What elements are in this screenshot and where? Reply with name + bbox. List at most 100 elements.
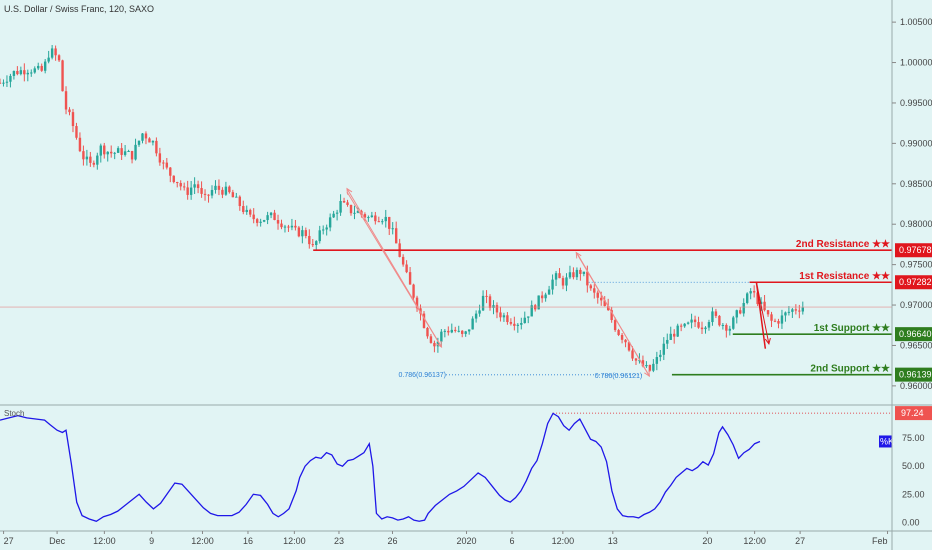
candle-body <box>509 322 513 324</box>
candle-body <box>155 140 158 154</box>
candle-body <box>711 311 714 323</box>
candle-body <box>697 322 700 328</box>
candle-body <box>99 145 102 156</box>
projection-arrow-head <box>755 282 770 344</box>
candle-body <box>659 354 662 358</box>
candle-body <box>551 279 554 290</box>
candle-body <box>454 329 457 331</box>
fib-measure-arrow-head <box>575 251 582 259</box>
candle-body <box>773 320 777 322</box>
candle-body <box>662 343 665 355</box>
candle-body <box>346 202 349 205</box>
chart-title: U.S. Dollar / Swiss Franc, 120, SAXO <box>4 4 155 14</box>
level-label: 2nd Resistance ★★ <box>796 239 890 250</box>
candle-body <box>766 310 770 315</box>
y-tick-label: 0.98000 <box>900 219 932 229</box>
candle-body <box>537 295 540 310</box>
stoch-label: Stoch <box>4 409 25 418</box>
candle-body <box>492 305 495 308</box>
candle-body <box>408 272 412 285</box>
candle-body <box>655 357 659 364</box>
candle-body <box>728 328 732 331</box>
candle-body <box>388 216 391 229</box>
candle-body <box>315 241 318 246</box>
candle-body <box>186 187 189 195</box>
candle-body <box>530 305 533 317</box>
candle-body <box>137 140 141 145</box>
candle-body <box>704 327 707 330</box>
candle-body <box>683 323 686 327</box>
candle-body <box>82 151 85 160</box>
candle-body <box>478 310 481 314</box>
candle-body <box>377 221 381 223</box>
candle-body <box>735 310 738 318</box>
candle-body <box>280 223 283 228</box>
candle-body <box>308 236 311 245</box>
candle-body <box>471 318 474 330</box>
candle-body <box>586 271 589 286</box>
y-tick-label: 1.00500 <box>900 17 932 27</box>
candle-body <box>242 206 245 213</box>
candle-body <box>235 196 238 198</box>
candle-body <box>561 278 565 286</box>
fib-measure-arrow-head <box>346 187 353 195</box>
candle-body <box>221 189 224 195</box>
candle-body <box>61 60 64 92</box>
candle-body <box>725 324 728 331</box>
candle-body <box>165 162 169 168</box>
candle-body <box>749 291 752 294</box>
candle-body <box>193 184 196 188</box>
candle-body <box>780 315 784 324</box>
candle-body <box>593 288 596 293</box>
candle-body <box>374 215 377 222</box>
candle-body <box>367 217 370 219</box>
candle-body <box>787 311 791 313</box>
candle-body <box>89 156 92 163</box>
candle-body <box>262 220 266 222</box>
candle-body <box>474 313 478 319</box>
candle-body <box>5 81 9 83</box>
candle-body <box>742 302 745 314</box>
level-tag-bg <box>895 243 932 258</box>
candle-body <box>523 317 526 324</box>
candle-body <box>158 153 162 163</box>
candle-body <box>718 315 721 326</box>
y-tick-label: 0.96500 <box>900 340 932 350</box>
candle-body <box>2 82 5 84</box>
candle-body <box>565 277 568 286</box>
candle-body <box>26 72 30 75</box>
candle-body <box>763 301 766 311</box>
candle-body <box>141 133 144 141</box>
candle-body <box>273 212 276 221</box>
candle-body <box>485 295 488 297</box>
stoch-y-tick: 50.00 <box>902 461 925 471</box>
candle-body <box>16 70 19 75</box>
y-tick-label: 0.97000 <box>900 300 932 310</box>
candle-body <box>311 244 314 246</box>
candle-body <box>130 150 134 160</box>
candle-body <box>47 57 50 62</box>
candle-body <box>127 150 130 152</box>
candle-body <box>252 214 255 220</box>
candle-body <box>540 295 544 299</box>
candle-body <box>547 289 551 295</box>
projection-arrow-head-head <box>764 337 771 345</box>
candle-body <box>579 269 582 274</box>
level-tag-bg <box>895 367 932 382</box>
candle-body <box>64 91 68 110</box>
candle-body <box>693 319 697 323</box>
candle-body <box>669 333 672 340</box>
candle-body <box>30 72 33 74</box>
candle-body <box>481 295 485 311</box>
candle-body <box>322 229 325 231</box>
stoch-ob-tag <box>895 406 932 421</box>
candle-body <box>40 65 43 71</box>
x-tick-label: 12:00 <box>191 536 214 546</box>
candle-body <box>777 321 780 324</box>
candle-body <box>103 145 106 155</box>
level-tag-value: 0.96640 <box>899 329 932 339</box>
candle-body <box>151 140 155 143</box>
level-tag-bg <box>895 327 932 342</box>
candle-body <box>638 360 641 362</box>
y-tick-label: 0.99500 <box>900 98 932 108</box>
